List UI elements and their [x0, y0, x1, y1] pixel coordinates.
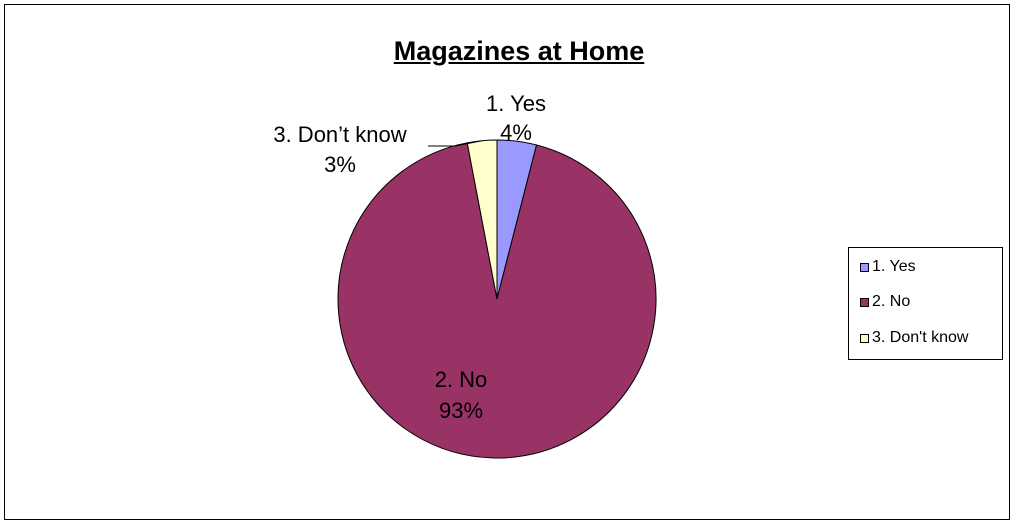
data-label-yes-percent: 4%	[500, 120, 532, 145]
legend-swatch-dont-know	[860, 333, 869, 343]
legend-label-dont-know: 3. Don't know	[872, 329, 969, 346]
pie-slice-no	[337, 142, 657, 459]
legend-label-no: 2. No	[872, 293, 911, 310]
data-label-dont-know-category: 3. Don’t know	[273, 122, 406, 147]
legend-swatch-no	[860, 297, 869, 307]
leader-line-dont-know	[428, 140, 483, 147]
legend-item-dont-know: 3. Don't know	[860, 328, 968, 348]
chart-title: Magazines at Home	[393, 36, 645, 66]
legend-label-yes: 1. Yes	[872, 258, 916, 275]
legend-item-no: 2. No	[860, 292, 910, 312]
legend-item-yes: 1. Yes	[860, 257, 916, 277]
data-label-yes-category: 1. Yes	[486, 91, 546, 116]
legend-swatch-yes	[860, 262, 869, 272]
data-label-dont-know-percent: 3%	[324, 152, 356, 177]
data-label-no-percent: 93%	[439, 398, 483, 423]
legend: 1. Yes 2. No 3. Don't know	[848, 247, 1003, 360]
data-label-no-category: 2. No	[435, 367, 488, 392]
